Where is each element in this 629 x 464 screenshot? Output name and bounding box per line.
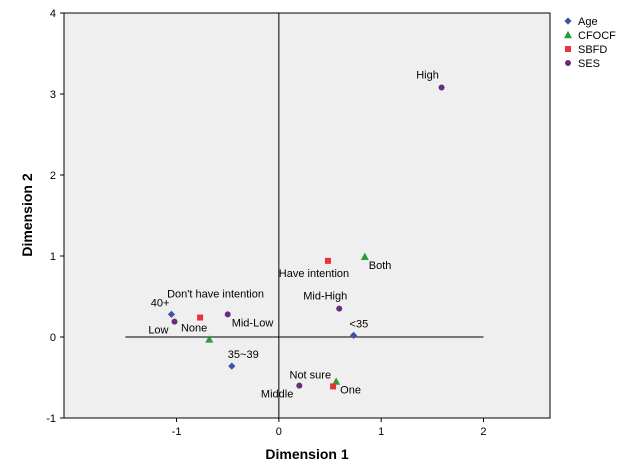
data-point-ses xyxy=(224,311,231,318)
data-point-age xyxy=(167,310,176,318)
y-axis-title: Dimension 2 xyxy=(19,173,35,256)
data-point-ses xyxy=(171,318,178,325)
point-label: Mid-High xyxy=(303,291,347,303)
point-label: One xyxy=(340,385,361,397)
legend-marker-cfocf xyxy=(564,30,572,39)
legend-label: Age xyxy=(578,16,598,28)
legend-marker-age xyxy=(564,17,572,25)
point-label: 40+ xyxy=(151,297,170,309)
data-points xyxy=(167,84,445,390)
y-tick-label: 3 xyxy=(50,89,56,101)
data-point-age xyxy=(228,362,236,370)
point-label: Mid-Low xyxy=(232,317,274,329)
legend-label: CFOCF xyxy=(578,30,616,42)
legend-marker-ses xyxy=(565,60,571,66)
data-point-cfocf xyxy=(205,335,214,343)
point-label: <35 xyxy=(350,318,369,330)
y-tick-label: 0 xyxy=(50,332,56,344)
point-label: Have intention xyxy=(279,268,349,280)
data-point-age xyxy=(349,331,358,339)
legend-label: SBFD xyxy=(578,44,607,56)
data-point-ses xyxy=(336,305,343,312)
reference-lines xyxy=(125,13,484,418)
y-tick-label: 4 xyxy=(50,8,56,20)
point-label: Low xyxy=(148,325,168,337)
data-point-ses xyxy=(296,382,303,389)
axis-ticks: -1 0 1 2 3 4 -1 0 1 2 xyxy=(46,8,486,438)
plot-area xyxy=(63,12,551,419)
point-label: Don't have intention xyxy=(167,289,264,301)
y-tick-label: 1 xyxy=(50,251,56,263)
legend: Age CFOCF SBFD SES xyxy=(564,16,616,70)
legend-marker-sbfd xyxy=(565,46,571,52)
point-labels: 40+ 35~39 <35 None Both One Don't have intenti… xyxy=(148,70,439,401)
point-label: 35~39 xyxy=(228,349,259,361)
data-point-sbfd xyxy=(324,257,331,264)
x-tick-label: 2 xyxy=(480,426,486,438)
data-point-sbfd xyxy=(197,314,204,321)
point-label: Both xyxy=(369,260,392,272)
x-tick-label: 0 xyxy=(276,426,282,438)
point-label: Not sure xyxy=(290,369,332,381)
y-tick-label: 2 xyxy=(50,170,56,182)
point-label: High xyxy=(416,70,439,82)
data-point-ses xyxy=(438,84,445,91)
x-tick-label: -1 xyxy=(172,426,182,438)
point-label: None xyxy=(181,322,207,334)
y-tick-label: -1 xyxy=(46,413,56,425)
data-point-cfocf xyxy=(332,377,341,385)
data-point-cfocf xyxy=(360,252,369,261)
data-point-sbfd xyxy=(330,383,337,390)
legend-label: SES xyxy=(578,58,600,70)
x-axis-title: Dimension 1 xyxy=(265,446,348,462)
point-label: Middle xyxy=(261,389,293,401)
x-tick-label: 1 xyxy=(378,426,384,438)
